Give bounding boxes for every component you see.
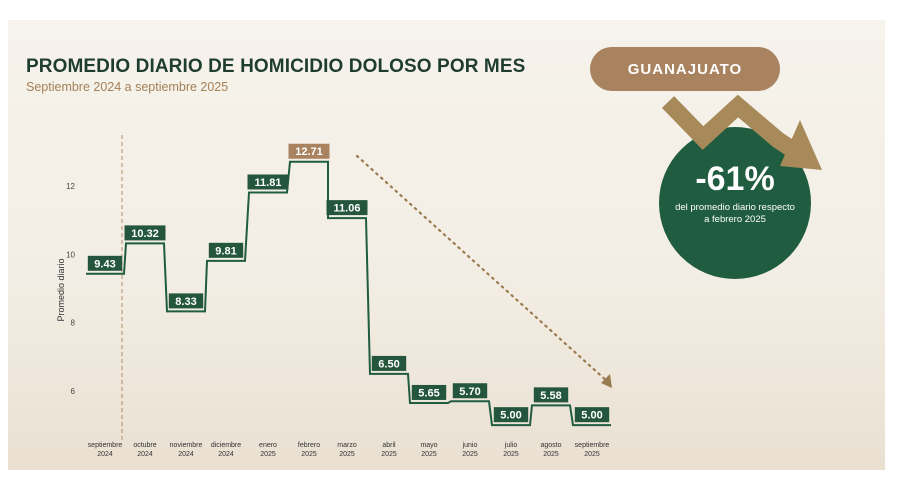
value-label-box (452, 383, 488, 399)
value-label-box (87, 255, 123, 271)
value-label-box (326, 200, 368, 216)
decrease-badge-circle (659, 127, 811, 279)
chart-title: PROMEDIO DIARIO DE HOMICIDIO DOLOSO POR … (26, 56, 526, 77)
category-month-label: septiembre (88, 442, 123, 449)
y-tick-label: 12 (66, 182, 75, 191)
category-year-label: 2025 (381, 451, 397, 458)
value-label: 5.58 (540, 390, 561, 402)
category-year-label: 2025 (584, 451, 600, 458)
value-label-box (411, 384, 447, 400)
value-label-box (371, 355, 407, 371)
category-year-label: 2025 (462, 451, 478, 458)
state-pill: GUANAJUATO (590, 47, 780, 91)
trend-arrow-head-icon (601, 374, 612, 388)
category-month-label: noviembre (170, 442, 203, 449)
slide: PROMEDIO DIARIO DE HOMICIDIO DOLOSO POR … (8, 20, 885, 470)
decrease-description: del promedio diario respecto a febrero 2… (675, 202, 795, 225)
value-label-box (168, 293, 204, 309)
category-month-label: julio (504, 442, 518, 449)
y-tick-label: 8 (71, 319, 76, 328)
trend-arrow-line (355, 154, 610, 384)
y-axis-title: Promedio diario (56, 258, 66, 321)
category-month-label: mayo (420, 442, 437, 449)
category-year-label: 2025 (503, 451, 519, 458)
category-month-label: junio (462, 442, 478, 449)
category-year-label: 2024 (218, 451, 234, 458)
value-label: 5.00 (581, 410, 602, 422)
value-label: 9.43 (94, 258, 115, 270)
category-year-label: 2025 (421, 451, 437, 458)
step-series-line (86, 160, 611, 427)
value-label-box (288, 143, 330, 159)
category-year-label: 2025 (339, 451, 355, 458)
category-year-label: 2025 (301, 451, 317, 458)
value-label: 10.32 (131, 228, 159, 240)
value-label-box (208, 242, 244, 258)
value-label-box (533, 387, 569, 403)
y-tick-label: 6 (71, 387, 76, 396)
chart-subtitle: Septiembre 2024 a septiembre 2025 (26, 80, 229, 94)
category-month-label: marzo (337, 442, 357, 449)
value-label: 5.65 (418, 387, 439, 399)
decrease-arrow-head-icon (780, 120, 822, 170)
value-label: 6.50 (378, 358, 399, 370)
category-year-label: 2025 (260, 451, 276, 458)
category-year-label: 2024 (137, 451, 153, 458)
chart: Promedio diario 6 8 10 12 9.43 10.32 8.33 9.81 1… (56, 94, 822, 458)
category-month-label: septiembre (575, 442, 610, 449)
category-month-label: febrero (298, 442, 320, 449)
value-label: 5.70 (459, 386, 480, 398)
category-month-label: abril (382, 442, 396, 449)
y-tick-label: 10 (66, 250, 75, 259)
value-label: 11.81 (255, 177, 282, 189)
value-label-box (574, 407, 610, 423)
value-label-box (124, 225, 166, 241)
value-label-box (247, 174, 289, 190)
value-label: 5.00 (500, 410, 521, 422)
category-month-label: diciembre (211, 442, 241, 449)
category-month-label: agosto (540, 442, 561, 449)
category-year-label: 2024 (97, 451, 113, 458)
category-year-label: 2025 (543, 451, 559, 458)
category-year-label: 2024 (178, 451, 194, 458)
decrease-percentage: -61% (695, 160, 775, 198)
category-month-label: enero (259, 442, 277, 449)
value-label-box (493, 407, 529, 423)
category-month-label: octubre (133, 442, 156, 449)
decrease-zigzag-arrow-icon (661, 94, 813, 168)
value-label: 12.71 (295, 146, 323, 158)
value-label: 8.33 (175, 296, 196, 308)
value-label: 11.06 (334, 203, 361, 215)
value-label: 9.81 (215, 245, 236, 257)
